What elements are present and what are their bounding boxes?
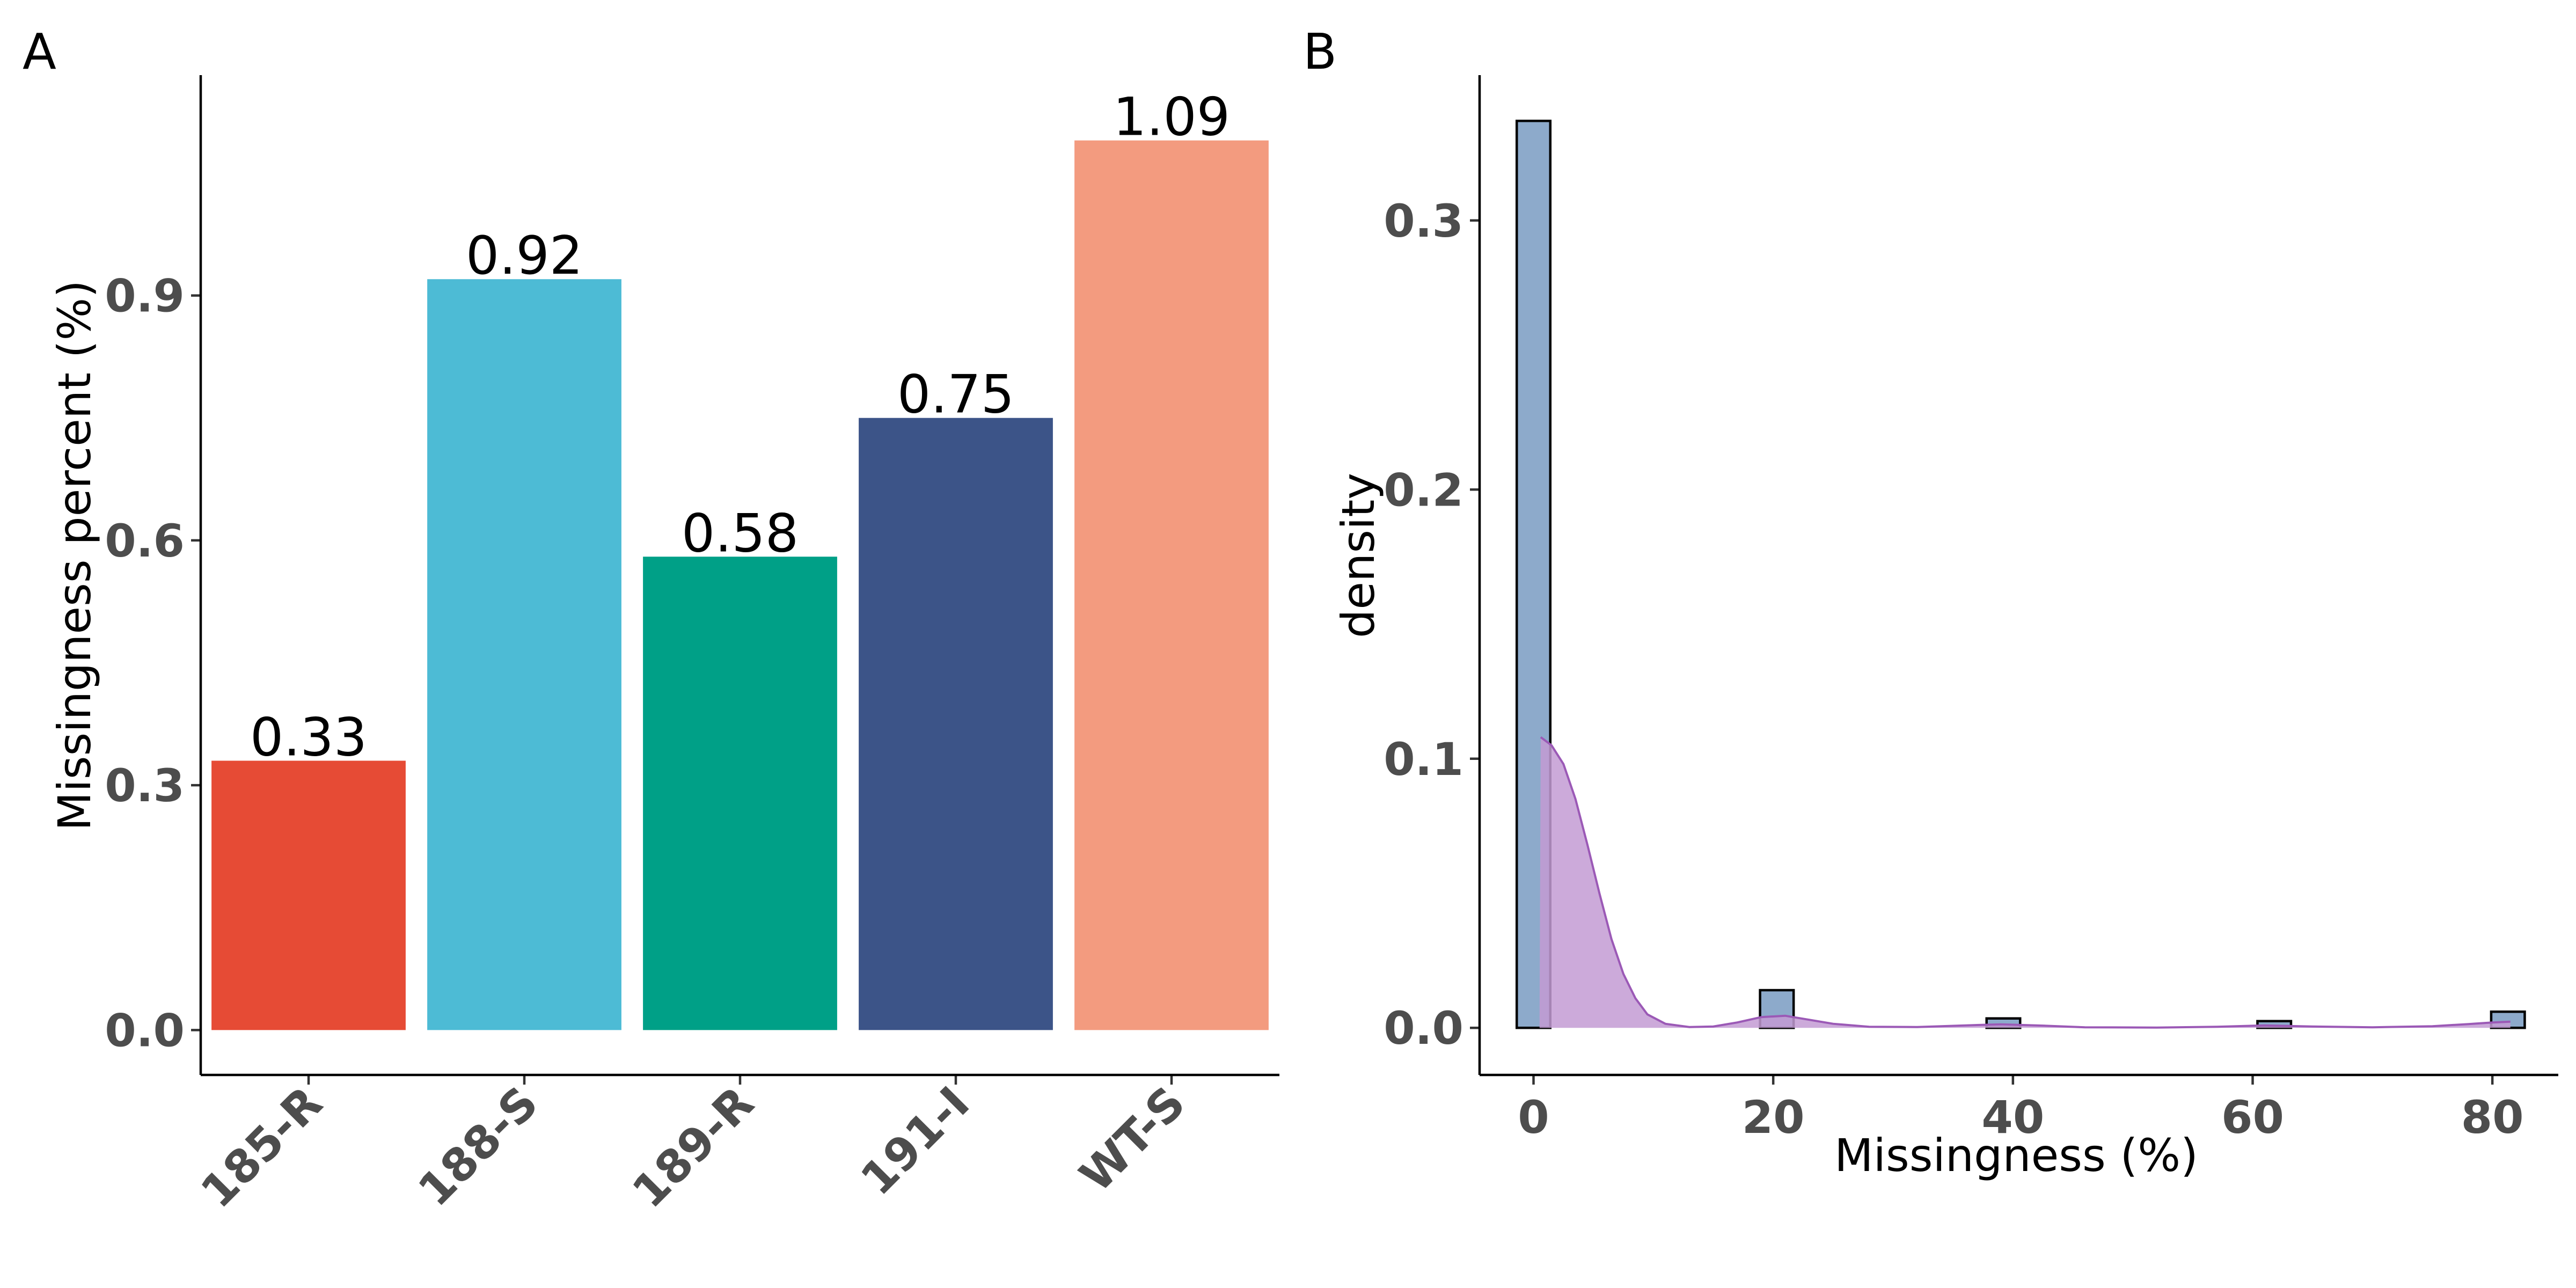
y-tick-label: 0.6 xyxy=(105,515,185,567)
panel-a-bars xyxy=(211,140,1269,1030)
panel-a-bar-chart: A Missingness percent (%) 0.330.920.580.… xyxy=(23,23,1279,1218)
y-tick-label: 0.0 xyxy=(1384,1002,1463,1055)
bar-WT-S xyxy=(1074,140,1269,1030)
bar-189-R xyxy=(643,557,837,1030)
bar-191-I xyxy=(859,418,1053,1030)
y-tick-label: 0.3 xyxy=(1384,195,1463,247)
x-tick-label: 80 xyxy=(2461,1091,2524,1144)
bar-value-label: 1.09 xyxy=(1113,87,1230,148)
panel-b-x-ticks: 0 20 40 60 80 xyxy=(1518,1075,2524,1144)
panel-b-histogram: B density Missingness (%) 0.0 0.1 0.2 0.3 0… xyxy=(1303,23,2558,1182)
y-tick-label: 0.1 xyxy=(1384,733,1463,786)
panel-b-x-axis-title: Missingness (%) xyxy=(1834,1129,2198,1182)
panel-a-y-ticks: 0.0 0.3 0.6 0.9 xyxy=(105,270,201,1057)
bar-value-label: 0.33 xyxy=(250,707,367,768)
panel-b-y-ticks: 0.0 0.1 0.2 0.3 xyxy=(1384,195,1480,1055)
x-tick-label: 20 xyxy=(1742,1091,1805,1144)
y-tick-label: 0.3 xyxy=(105,759,185,812)
bar-value-label: 0.58 xyxy=(682,503,799,564)
panel-a-bar-labels: 0.33 0.92 0.58 0.75 1.09 xyxy=(250,87,1230,769)
panel-a-y-axis-title: Missingness percent (%) xyxy=(48,280,101,831)
bar-value-label: 0.92 xyxy=(466,225,583,287)
y-tick-label: 0.0 xyxy=(105,1004,185,1057)
panel-b-y-axis-title: density xyxy=(1332,473,1385,638)
y-tick-label: 0.9 xyxy=(105,270,185,323)
bar-value-label: 0.75 xyxy=(897,364,1014,426)
y-tick-label: 0.2 xyxy=(1384,464,1463,516)
x-tick-label: 40 xyxy=(1981,1091,2044,1144)
panel-b-letter: B xyxy=(1303,23,1337,80)
bar-185-R xyxy=(211,760,406,1030)
density-curve-line xyxy=(1540,736,2511,1029)
x-tick-label: 60 xyxy=(2221,1091,2284,1144)
panel-b-density-curve-group xyxy=(1539,736,2511,1029)
bar-188-S xyxy=(427,279,621,1030)
panel-a-letter: A xyxy=(23,23,56,80)
x-tick-label: 0 xyxy=(1518,1091,1549,1144)
